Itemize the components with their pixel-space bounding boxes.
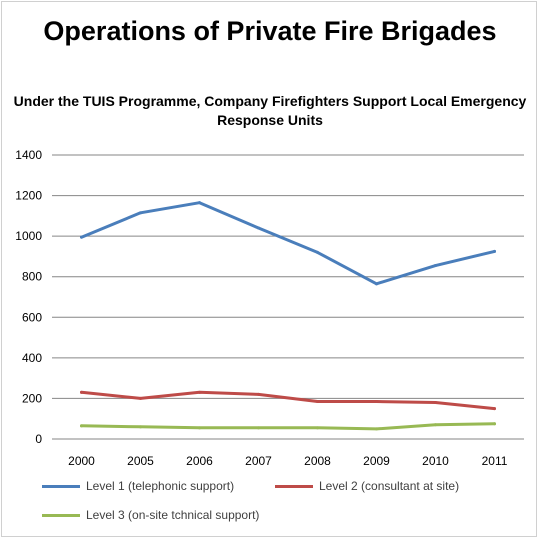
data-point [493,422,496,426]
y-tick-label: 400 [22,351,42,365]
y-tick-label: 1400 [15,148,42,162]
y-tick-label: 200 [22,391,42,405]
data-point [316,399,319,403]
data-point [139,211,142,215]
data-point [375,399,378,403]
data-point [139,396,142,400]
x-tick-label: 2011 [482,454,508,468]
x-tick-label: 2010 [422,454,449,468]
chart-subtitle: Under the TUIS Programme, Company Firefi… [0,92,540,130]
y-axis: 0 200 400 600 800 1000 1200 1400 [15,148,42,446]
series-lines [80,201,496,431]
data-point [257,426,260,430]
data-point [198,426,201,430]
x-tick-label: 2008 [304,454,331,468]
data-point [198,390,201,394]
legend-swatch [42,513,80,517]
data-point [493,407,496,411]
data-point [375,282,378,286]
series-line-level-2 [80,390,496,411]
data-point [375,427,378,431]
data-point [80,424,83,428]
legend-label: Level 2 (consultant at site) [319,479,460,493]
data-point [257,392,260,396]
legend-swatch [275,484,313,488]
x-axis: 2000 2005 2006 2007 2008 2009 2010 2011 [68,454,508,468]
chart-subtitle-text: Under the TUIS Programme, Company Firefi… [13,93,527,128]
data-point [316,250,319,254]
legend-item-level-2: Level 2 (consultant at site) [275,479,459,493]
data-point [139,425,142,429]
chart-title-text: Operations of Private Fire Brigades [43,16,497,46]
y-tick-label: 1200 [15,189,42,203]
legend-label: Level 1 (telephonic support) [86,479,235,493]
y-tick-label: 600 [22,310,42,324]
data-point [80,235,83,239]
y-tick-label: 1000 [15,229,42,243]
x-tick-label: 2000 [68,454,95,468]
legend-label: Level 3 (on-site tchnical support) [86,508,260,522]
y-tick-label: 800 [22,270,42,284]
data-point [198,201,201,205]
data-point [434,400,437,404]
y-tick-label: 0 [35,432,42,446]
legend-item-level-1: Level 1 (telephonic support) [42,479,234,493]
data-point [257,226,260,230]
data-point [493,249,496,253]
x-tick-label: 2006 [186,454,213,468]
x-tick-label: 2007 [245,454,272,468]
chart-title: Operations of Private Fire Brigades [0,12,540,50]
gridlines [52,154,524,440]
data-point [316,426,319,430]
data-point [80,390,83,394]
x-tick-label: 2009 [363,454,390,468]
data-point [434,264,437,268]
legend-item-level-3: Level 3 (on-site tchnical support) [42,508,259,522]
legend-swatch [42,484,80,488]
series-line-level-1 [80,201,496,286]
series-line-level-3 [80,422,496,431]
x-tick-label: 2005 [127,454,154,468]
data-point [434,423,437,427]
